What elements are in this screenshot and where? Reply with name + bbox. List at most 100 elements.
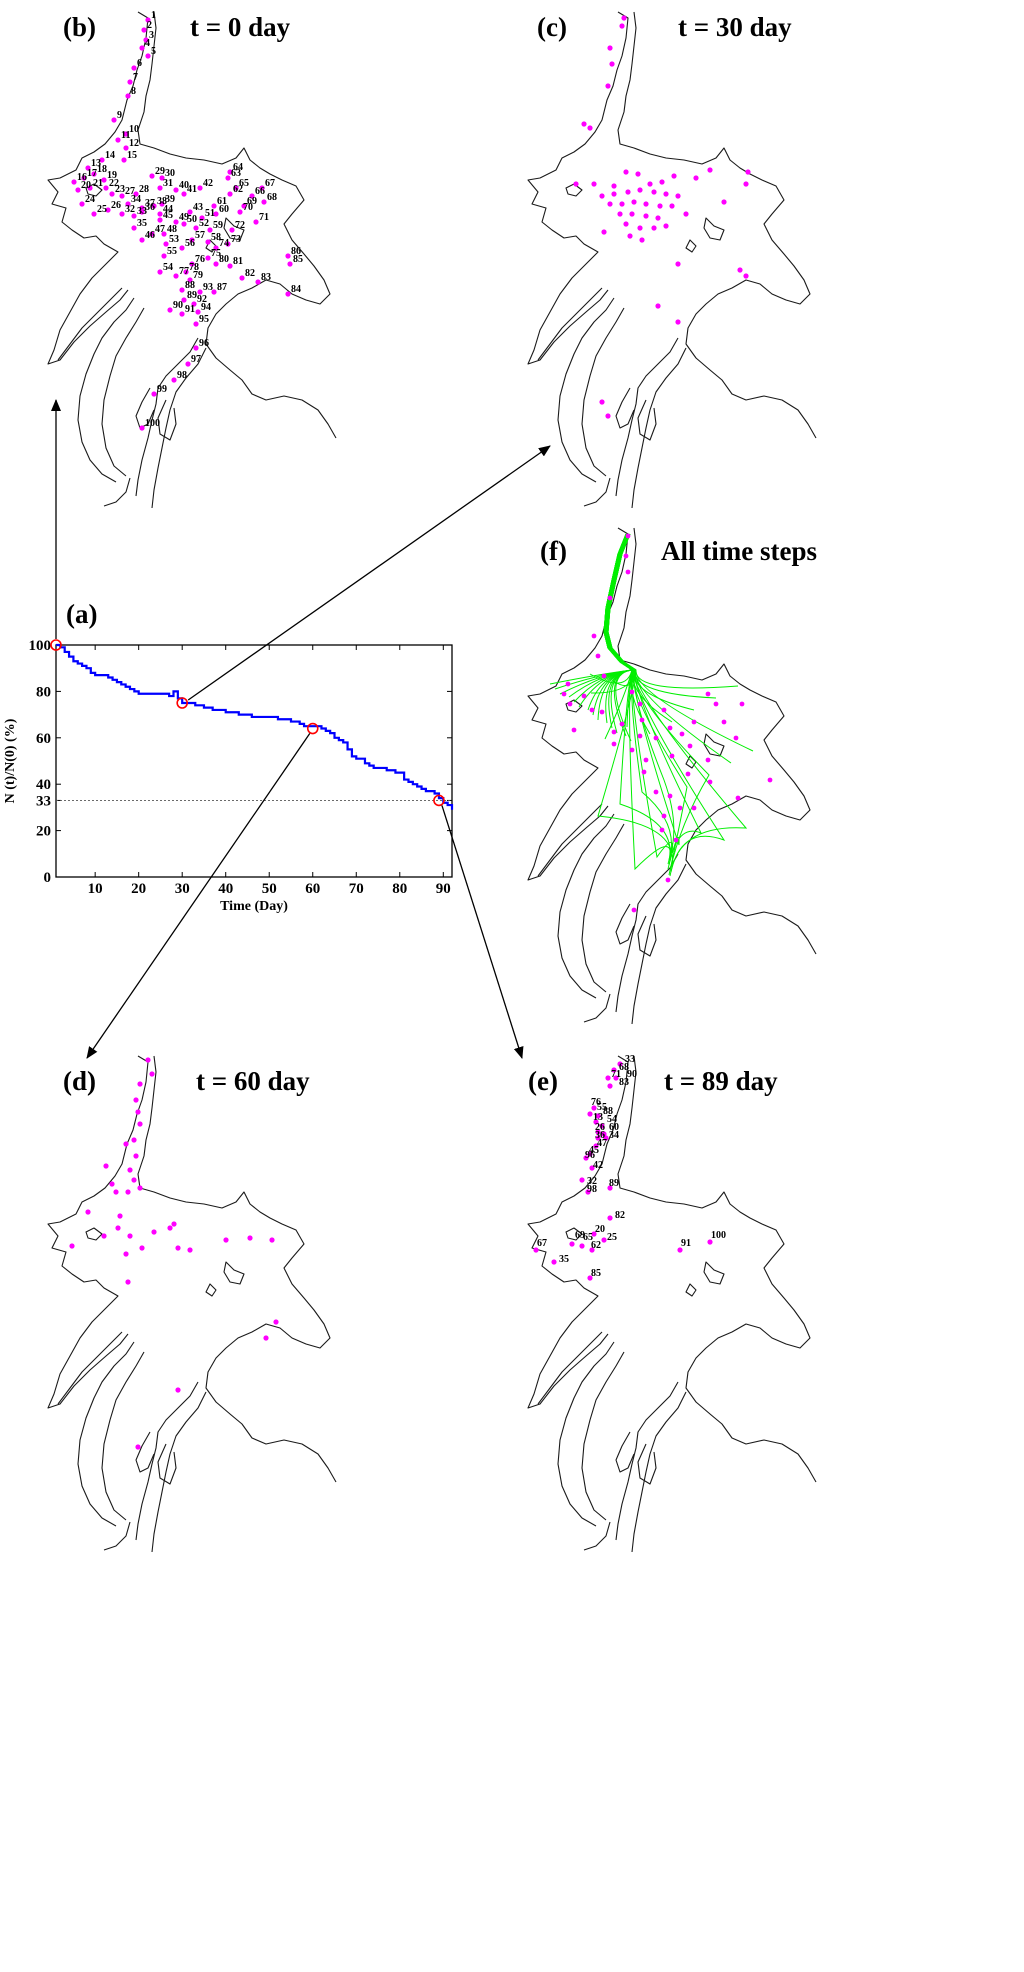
particle-e <box>603 1135 609 1141</box>
particle-label-b: 93 <box>203 282 213 293</box>
particle-c <box>591 181 597 187</box>
particle-b <box>185 361 191 367</box>
particle-f <box>567 701 573 707</box>
particle-e <box>595 1113 601 1119</box>
particle-b <box>109 191 115 197</box>
particle-f <box>685 771 691 777</box>
particle-b <box>145 53 151 59</box>
y-tick-label: 40 <box>36 777 51 793</box>
particle-f <box>629 747 635 753</box>
particle-label-b: 25 <box>97 204 107 215</box>
particle-b <box>149 173 155 179</box>
particle-label-b: 52 <box>199 218 209 229</box>
track-f <box>590 533 636 694</box>
particle-label-b: 69 <box>247 196 257 207</box>
particle-f <box>623 553 629 559</box>
particle-label-b: 17 <box>87 168 97 179</box>
highlight-marker <box>50 639 62 651</box>
x-tick-label: 30 <box>175 881 190 897</box>
particle-f <box>653 789 659 795</box>
particle-label-e: 60 <box>609 1122 619 1133</box>
particle-b <box>227 263 233 269</box>
particle-b <box>123 131 129 137</box>
particle-label-e: 82 <box>615 1210 625 1221</box>
particle-c <box>625 189 631 195</box>
particle-b <box>173 219 179 225</box>
particle-f <box>631 907 637 913</box>
particle-b <box>237 209 243 215</box>
x-tick-label: 50 <box>262 881 277 897</box>
particle-c <box>599 193 605 199</box>
particle-b <box>119 211 125 217</box>
particle-label-b: 92 <box>197 294 207 305</box>
particle-b <box>193 321 199 327</box>
particle-b <box>159 201 165 207</box>
particle-b <box>139 45 145 51</box>
y-tick-label: 33 <box>36 793 51 809</box>
particle-label-b: 15 <box>127 150 137 161</box>
particle-f <box>639 717 645 723</box>
particle-label-e: 71 <box>611 1069 621 1080</box>
particle-label-b: 72 <box>235 220 245 231</box>
particle-c <box>675 319 681 325</box>
particle-f <box>643 757 649 763</box>
particle-label-b: 6 <box>137 58 142 69</box>
particle-label-b: 57 <box>195 230 205 241</box>
particle-label-b: 56 <box>185 238 195 249</box>
x-tick-label: 40 <box>218 881 233 897</box>
particle-c <box>637 225 643 231</box>
particle-label-e: 26 <box>595 1122 605 1133</box>
particle-e <box>585 1189 591 1195</box>
particle-label-b: 3 <box>149 30 154 41</box>
particle-b <box>143 37 149 43</box>
particle-b <box>183 269 189 275</box>
particle-b <box>197 289 203 295</box>
particle-d <box>133 1097 139 1103</box>
particle-label-b: 62 <box>233 184 243 195</box>
particle-label-b: 33 <box>137 206 147 217</box>
particle-label-b: 30 <box>165 168 175 179</box>
x-tick-label: 70 <box>349 881 364 897</box>
particle-d <box>149 1071 155 1077</box>
particle-f <box>637 733 643 739</box>
particle-e <box>589 1247 595 1253</box>
particle-label-e: 45 <box>589 1145 599 1156</box>
particle-c <box>619 23 625 29</box>
particle-c <box>659 179 665 185</box>
particle-f <box>565 681 571 687</box>
y-tick-label: 20 <box>36 824 51 840</box>
particle-label-b: 68 <box>267 192 277 203</box>
particle-f <box>687 743 693 749</box>
particle-c <box>745 169 751 175</box>
particles-c <box>573 15 751 419</box>
particle-d <box>273 1319 279 1325</box>
particle-e <box>613 1075 619 1081</box>
particle-label-e: 83 <box>619 1077 629 1088</box>
particle-f <box>661 707 667 713</box>
particle-f <box>637 701 643 707</box>
particle-c <box>607 45 613 51</box>
particle-f <box>679 731 685 737</box>
particle-e <box>593 1119 599 1125</box>
particle-b <box>149 231 155 237</box>
particle-e <box>607 1215 613 1221</box>
particle-b <box>125 93 131 99</box>
particle-b <box>173 273 179 279</box>
particle-label-b: 73 <box>231 234 241 245</box>
particle-label-b: 29 <box>155 166 165 177</box>
particle-d <box>135 1109 141 1115</box>
particle-label-b: 65 <box>239 178 249 189</box>
particle-d <box>223 1237 229 1243</box>
particle-label-b: 71 <box>259 212 269 223</box>
particle-b <box>253 219 259 225</box>
particle-b <box>179 287 185 293</box>
particle-label-b: 45 <box>163 210 173 221</box>
particle-b <box>171 377 177 383</box>
particle-b <box>239 275 245 281</box>
particle-f <box>641 769 647 775</box>
particle-b <box>287 261 293 267</box>
particle-b <box>189 237 195 243</box>
